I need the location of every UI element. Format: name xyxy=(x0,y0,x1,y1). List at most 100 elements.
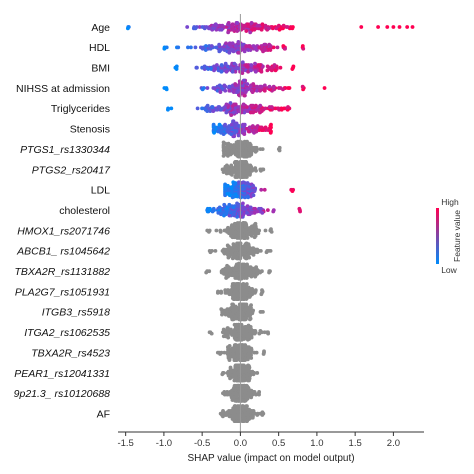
shap-point xyxy=(225,263,229,268)
feature-label: TBXA2R_rs4523 xyxy=(31,347,110,359)
shap-point xyxy=(248,251,252,256)
shap-point xyxy=(262,349,266,354)
feature-row xyxy=(166,101,292,118)
shap-point xyxy=(249,303,253,308)
shap-point xyxy=(252,390,257,394)
shap-point xyxy=(248,205,253,210)
shap-point xyxy=(232,194,237,199)
shap-point xyxy=(245,337,250,342)
shap-point xyxy=(244,44,249,48)
colorbar: High Low Feature value xyxy=(436,197,462,275)
shap-point xyxy=(235,90,240,94)
shap-point xyxy=(203,48,208,52)
shap-point xyxy=(211,122,216,127)
shap-point xyxy=(235,221,240,225)
shap-point xyxy=(164,87,169,92)
shap-point xyxy=(231,302,235,307)
shap-point xyxy=(217,122,222,127)
shap-point xyxy=(212,68,216,73)
shap-point xyxy=(300,44,305,48)
shap-point xyxy=(246,305,251,310)
x-tick-label: 1.5 xyxy=(349,438,362,449)
shap-point xyxy=(240,244,244,249)
shap-point xyxy=(253,166,258,171)
shap-point xyxy=(281,44,286,48)
shap-point xyxy=(282,106,286,111)
shap-point xyxy=(233,276,238,280)
shap-point xyxy=(174,67,179,71)
colorbar-gradient xyxy=(436,208,439,264)
shap-point xyxy=(265,64,270,69)
shap-point xyxy=(242,419,247,424)
shap-point xyxy=(227,88,232,93)
shap-point xyxy=(193,45,198,50)
feature-label: NIHSS at admission xyxy=(16,83,110,95)
shap-point xyxy=(271,209,276,214)
shap-point xyxy=(249,21,254,25)
shap-point xyxy=(231,375,236,379)
shap-point xyxy=(226,274,230,279)
shap-point xyxy=(267,84,272,89)
shap-point xyxy=(204,44,208,48)
shap-point xyxy=(251,44,256,48)
shap-point xyxy=(245,181,250,185)
shap-point xyxy=(242,23,247,28)
shap-point xyxy=(231,170,236,175)
shap-point xyxy=(237,79,242,84)
shap-point xyxy=(260,22,265,27)
feature-label: 9p21.3_ rs10120688 xyxy=(14,388,110,400)
shap-point xyxy=(226,369,231,374)
shap-point xyxy=(241,317,246,322)
shap-point xyxy=(240,404,245,409)
shap-point xyxy=(243,195,248,200)
shap-point xyxy=(231,205,236,210)
shap-point xyxy=(229,409,233,413)
shap-point xyxy=(218,90,223,94)
feature-row xyxy=(215,343,266,362)
feature-row xyxy=(218,404,266,424)
shap-point xyxy=(228,365,233,370)
shap-point xyxy=(271,84,276,89)
shap-point xyxy=(271,45,276,50)
shap-point xyxy=(219,212,223,217)
shap-point xyxy=(223,182,228,187)
shap-point xyxy=(269,68,274,73)
shap-point xyxy=(209,44,214,48)
shap-point xyxy=(258,84,263,89)
shap-point xyxy=(255,371,260,375)
shap-point xyxy=(376,25,380,29)
shap-point xyxy=(232,419,237,424)
shap-point xyxy=(259,27,264,32)
shap-point xyxy=(255,84,259,89)
shap-point xyxy=(232,383,237,388)
shap-point xyxy=(221,132,226,137)
shap-point xyxy=(227,343,232,348)
shap-point xyxy=(224,102,229,107)
shap-point xyxy=(245,357,250,362)
shap-point xyxy=(265,68,270,73)
shap-point xyxy=(233,152,238,157)
shap-point xyxy=(227,213,232,218)
shap-point xyxy=(242,302,247,307)
shap-point xyxy=(252,350,257,355)
shap-point xyxy=(229,185,234,190)
colorbar-low-label: Low xyxy=(441,265,457,275)
shap-point xyxy=(245,163,250,168)
shap-point xyxy=(227,392,232,397)
shap-point xyxy=(258,167,263,172)
shap-point xyxy=(245,236,250,240)
shap-point xyxy=(248,30,253,35)
shap-point xyxy=(252,235,257,240)
shap-point xyxy=(226,373,231,378)
shap-point xyxy=(244,324,249,329)
shap-point xyxy=(197,25,202,29)
shap-point xyxy=(283,46,287,51)
shap-point xyxy=(248,246,253,251)
shap-point xyxy=(240,363,244,368)
shap-point xyxy=(229,122,234,127)
shap-point xyxy=(215,350,220,355)
shap-point xyxy=(262,83,267,88)
shap-point xyxy=(214,228,219,233)
shap-point xyxy=(249,388,254,393)
